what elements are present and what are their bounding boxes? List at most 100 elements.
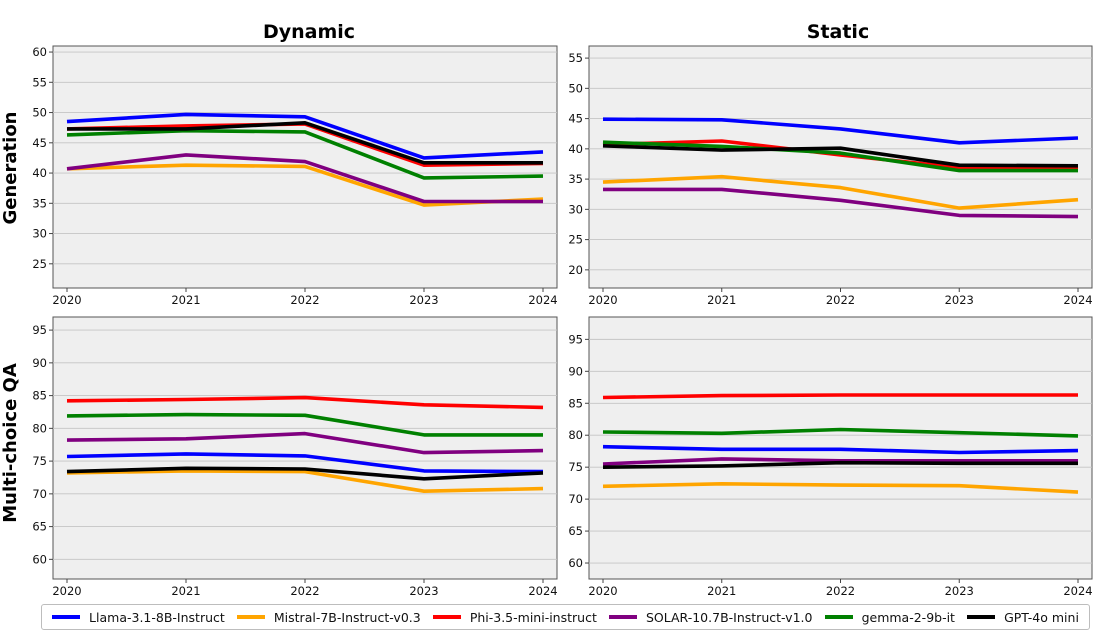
series-line-mistral-7b-instruct-v0-3 bbox=[66, 469, 544, 494]
series-line-gemma-2-9b-it bbox=[66, 128, 544, 180]
legend-item-phi: Phi-3.5-mini-instruct bbox=[432, 609, 597, 625]
y-tick-label: 65 bbox=[32, 520, 47, 534]
y-tick-label: 65 bbox=[568, 524, 583, 538]
x-tick-label: 2021 bbox=[171, 293, 200, 307]
y-tick-label: 95 bbox=[32, 323, 47, 337]
y-tick-label: 60 bbox=[32, 45, 47, 59]
plot-area bbox=[52, 316, 558, 580]
legend-item-llama: Llama-3.1-8B-Instruct bbox=[52, 610, 225, 625]
panel-dynamic-multichoice: 60 65 70 75 80 85 90 95 2020 2021 2022 2023 2024 bbox=[32, 316, 558, 598]
x-tick-label: 2024 bbox=[1063, 293, 1092, 307]
legend-label-gpt4o-mini: GPT-4o mini bbox=[1004, 609, 1079, 625]
y-tick-label: 40 bbox=[32, 166, 47, 180]
series-line-phi-3-5-mini-instruct bbox=[66, 395, 544, 410]
row-title-generation: Generation bbox=[0, 112, 21, 225]
y-tick-label: 50 bbox=[568, 81, 583, 95]
series-line-gpt-4o-mini bbox=[602, 144, 1079, 168]
y-tick-label: 80 bbox=[568, 428, 583, 442]
x-tick-label: 2020 bbox=[52, 584, 81, 598]
y-tick-label: 30 bbox=[32, 227, 47, 241]
series-line-solar-10-7b-instruct-v1-0 bbox=[66, 431, 544, 455]
legend-swatch-llama bbox=[52, 615, 81, 619]
series-line-gpt-4o-mini bbox=[66, 466, 544, 481]
series-line-gemma-2-9b-it bbox=[602, 140, 1078, 173]
y-tick-label: 85 bbox=[568, 396, 583, 410]
x-tick-label: 2020 bbox=[52, 293, 81, 307]
legend-label-mistral: Mistral-7B-Instruct-v0.3 bbox=[273, 609, 421, 625]
column-title-static: Static bbox=[807, 21, 869, 43]
legend-swatch-gemma bbox=[824, 615, 853, 619]
series-line-solar-10-7b-instruct-v1-0 bbox=[602, 457, 1078, 466]
y-tick-label: 70 bbox=[32, 487, 47, 501]
series-line-gemma-2-9b-it bbox=[66, 412, 543, 437]
x-tick-label: 2024 bbox=[1063, 584, 1092, 598]
series-line-phi-3-5-mini-instruct bbox=[602, 393, 1078, 400]
y-tick-label: 80 bbox=[32, 421, 47, 435]
x-tick-label: 2024 bbox=[528, 293, 557, 307]
y-tick-label: 55 bbox=[568, 51, 583, 65]
y-tick-label: 45 bbox=[32, 136, 47, 150]
series-line-gpt-4o-mini bbox=[602, 460, 1078, 469]
legend-label-solar: SOLAR-10.7B-Instruct-v1.0 bbox=[645, 609, 813, 625]
x-tick-label: 2022 bbox=[826, 293, 855, 307]
legend-label-gemma: gemma-2-9b-it bbox=[861, 609, 955, 625]
y-tick-label: 70 bbox=[568, 492, 583, 506]
series-line-llama-3-1-8b-instruct bbox=[602, 117, 1079, 145]
y-tick-label: 45 bbox=[568, 112, 583, 126]
legend-swatch-phi bbox=[432, 615, 461, 619]
y-tick-label: 35 bbox=[568, 172, 583, 186]
legend-swatch-mistral bbox=[236, 615, 265, 619]
x-tick-label: 2021 bbox=[171, 584, 200, 598]
panel-static-multichoice: 60 65 70 75 80 85 90 95 2020 2021 2022 2023 2024 bbox=[568, 316, 1093, 598]
y-tick-label: 75 bbox=[568, 460, 583, 474]
y-tick-label: 25 bbox=[32, 257, 47, 271]
legend-item-gpt4o-mini: GPT-4o mini bbox=[967, 610, 1079, 625]
y-tick-label: 30 bbox=[568, 202, 583, 216]
legend-item-mistral: Mistral-7B-Instruct-v0.3 bbox=[236, 609, 421, 625]
chart-figure: Dynamic Static Generation Multi-choice Q… bbox=[0, 21, 1093, 598]
x-tick-label: 2022 bbox=[290, 293, 319, 307]
column-title-dynamic: Dynamic bbox=[263, 21, 355, 43]
series-line-llama-3-1-8b-instruct bbox=[602, 444, 1079, 455]
series-line-solar-10-7b-instruct-v1-0 bbox=[603, 187, 1079, 219]
panel-dynamic-generation: 25 30 35 40 45 50 55 60 2020 2021 2022 2023 2024 bbox=[32, 45, 557, 307]
legend: Llama-3.1-8B-Instruct Mistral-7B-Instruc… bbox=[41, 604, 1090, 630]
series-line-gemma-2-9b-it bbox=[602, 427, 1079, 438]
series-line-llama-3-1-8b-instruct bbox=[66, 112, 544, 160]
x-tick-label: 2024 bbox=[528, 584, 557, 598]
y-tick-label: 55 bbox=[32, 75, 47, 89]
x-tick-label: 2022 bbox=[290, 584, 319, 598]
row-title-multichoice-qa: Multi-choice QA bbox=[0, 363, 21, 523]
x-tick-label: 2022 bbox=[826, 584, 855, 598]
legend-swatch-gpt4o-mini bbox=[967, 615, 996, 619]
y-tick-label: 90 bbox=[32, 356, 47, 370]
series-line-llama-3-1-8b-instruct bbox=[66, 452, 544, 474]
x-tick-label: 2023 bbox=[945, 293, 974, 307]
legend-item-solar: SOLAR-10.7B-Instruct-v1.0 bbox=[608, 609, 813, 625]
x-tick-label: 2021 bbox=[707, 584, 736, 598]
y-tick-label: 60 bbox=[568, 556, 583, 570]
series-line-mistral-7b-instruct-v0-3 bbox=[602, 481, 1079, 494]
x-tick-label: 2023 bbox=[945, 584, 974, 598]
panel-static-generation: 20 25 30 35 40 45 50 55 2020 2021 2022 2023 2024 bbox=[568, 45, 1093, 307]
y-tick-label: 75 bbox=[32, 454, 47, 468]
y-tick-label: 60 bbox=[32, 552, 47, 566]
y-tick-label: 20 bbox=[568, 263, 583, 277]
x-tick-label: 2020 bbox=[588, 293, 617, 307]
series-line-mistral-7b-instruct-v0-3 bbox=[602, 174, 1079, 210]
y-tick-label: 35 bbox=[32, 196, 47, 210]
legend-item-gemma: gemma-2-9b-it bbox=[824, 609, 955, 625]
y-tick-label: 85 bbox=[32, 389, 47, 403]
y-tick-label: 95 bbox=[568, 332, 583, 346]
x-tick-label: 2023 bbox=[409, 584, 438, 598]
x-tick-label: 2021 bbox=[707, 293, 736, 307]
y-tick-label: 25 bbox=[568, 233, 583, 247]
legend-swatch-solar bbox=[608, 615, 637, 619]
y-tick-label: 90 bbox=[568, 364, 583, 378]
legend-label-phi: Phi-3.5-mini-instruct bbox=[469, 609, 597, 625]
x-tick-label: 2023 bbox=[409, 293, 438, 307]
y-tick-label: 40 bbox=[568, 142, 583, 156]
series-line-solar-10-7b-instruct-v1-0 bbox=[66, 153, 543, 204]
y-tick-label: 50 bbox=[32, 106, 47, 120]
x-tick-label: 2020 bbox=[588, 584, 617, 598]
